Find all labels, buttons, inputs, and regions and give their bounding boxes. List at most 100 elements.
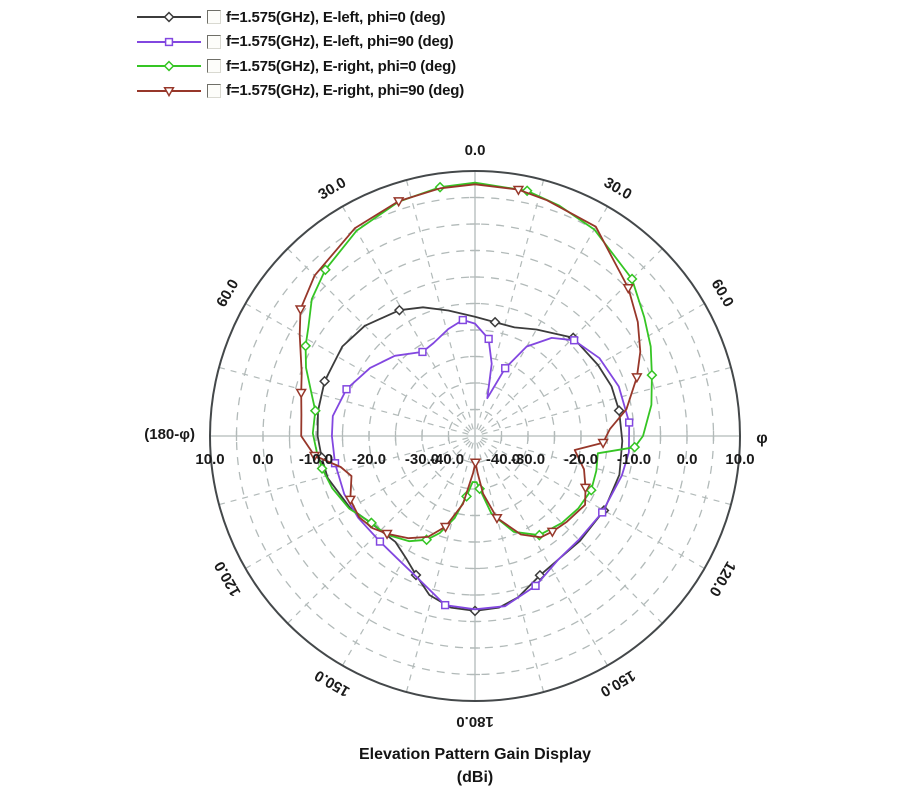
chart-subtitle: (dBi) <box>456 769 494 786</box>
grid-spoke <box>287 440 471 624</box>
180-minus-phi-axis-label: (180-φ) <box>144 426 195 443</box>
radial-tick-label: -20.0 <box>352 451 386 468</box>
triangle-down-marker-icon <box>439 522 452 533</box>
angle-label-180: 180.0 <box>456 713 494 730</box>
series-0 <box>316 304 625 617</box>
grid-spoke <box>405 179 474 430</box>
legend-label: f=1.575(GHz), E-left, phi=0 (deg) <box>226 8 446 26</box>
angle-label-150: 150.0 <box>597 667 638 700</box>
series-checkbox[interactable] <box>207 10 221 25</box>
diamond-marker-icon <box>533 529 545 541</box>
diamond-marker-icon <box>469 605 481 617</box>
triangle-down-marker-icon <box>294 305 307 316</box>
square-marker-icon <box>569 336 579 345</box>
legend-row: f=1.575(GHz), E-right, phi=90 (deg) <box>135 79 464 104</box>
triangle-down-marker-icon <box>631 373 643 384</box>
radial-tick-label: 0.0 <box>253 451 274 468</box>
diamond-marker-icon <box>393 304 405 316</box>
legend: f=1.575(GHz), E-left, phi=0 (deg) f=1.57… <box>135 5 464 103</box>
legend-label: f=1.575(GHz), E-right, phi=90 (deg) <box>226 82 465 100</box>
grid-spoke <box>480 302 705 434</box>
radial-tick-label: -30.0 <box>405 451 439 468</box>
triangle-down-marker-icon <box>622 284 634 295</box>
diamond-marker-icon <box>319 375 331 387</box>
grid-spoke <box>405 442 474 693</box>
chart-title: Elevation Pattern Gain Display <box>358 746 592 763</box>
legend-label: f=1.575(GHz), E-left, phi=90 (deg) <box>226 33 454 51</box>
angle-label-240: 120.0 <box>211 558 244 599</box>
radial-tick-label: 10.0 <box>195 451 224 468</box>
grid-spoke <box>245 302 470 434</box>
series-swatch-icon <box>137 11 201 23</box>
triangle-down-marker-icon <box>344 495 357 506</box>
angle-label-0: 0.0 <box>465 142 486 159</box>
triangle-down-marker-icon <box>381 529 393 540</box>
series-checkbox[interactable] <box>207 34 221 49</box>
series-swatch-icon <box>137 60 201 72</box>
radial-tick-label: -10.0 <box>299 451 333 468</box>
grid-spoke <box>341 206 473 431</box>
grid-spoke <box>481 437 732 506</box>
angle-label-30: 30.0 <box>601 174 635 203</box>
diamond-marker-icon <box>316 463 328 474</box>
series-1 <box>330 315 634 611</box>
triangle-down-marker-icon <box>308 451 321 462</box>
square-marker-icon <box>418 347 427 357</box>
diamond-marker-icon <box>585 484 597 496</box>
square-marker-icon <box>501 364 510 373</box>
radial-tick-label: -20.0 <box>564 451 598 468</box>
series-line <box>298 183 642 540</box>
grid-spoke <box>477 441 609 666</box>
square-marker-icon <box>375 537 385 546</box>
grid-spoke <box>477 206 609 431</box>
legend-row: f=1.575(GHz), E-left, phi=0 (deg) <box>135 5 464 30</box>
triangle-down-marker-icon <box>469 458 482 469</box>
square-marker-icon <box>625 418 634 427</box>
triangle-down-marker-icon <box>491 513 503 525</box>
diamond-marker-icon <box>613 405 625 417</box>
series-swatch-icon <box>137 37 201 46</box>
square-marker-icon <box>484 334 493 344</box>
radial-tick-label: -40.0 <box>430 451 464 468</box>
legend-label: f=1.575(GHz), E-right, phi=0 (deg) <box>226 57 456 75</box>
grid-spoke <box>341 441 473 666</box>
angle-label-60: 60.0 <box>708 276 737 310</box>
diamond-marker-icon <box>309 405 321 417</box>
square-marker-icon <box>458 315 467 325</box>
square-marker-icon <box>342 385 351 394</box>
diamond-marker-icon <box>646 369 658 381</box>
outer-circle <box>209 170 741 702</box>
triangle-down-marker-icon <box>512 185 525 196</box>
radial-tick-label: -40.0 <box>486 451 520 468</box>
series-line <box>331 319 631 611</box>
angle-label-300: 60.0 <box>213 276 242 310</box>
series-2 <box>300 181 658 546</box>
diamond-marker-icon <box>163 11 175 23</box>
diamond-marker-icon <box>434 181 446 193</box>
diamond-marker-icon <box>461 490 472 502</box>
series-checkbox[interactable] <box>207 83 221 98</box>
diamond-marker-icon <box>319 264 331 276</box>
triangle-down-marker-icon <box>295 388 307 399</box>
triangle-down-marker-icon <box>392 197 405 208</box>
grid-spoke <box>479 440 663 624</box>
square-marker-icon <box>164 37 174 46</box>
phi-axis-label: φ <box>756 430 767 447</box>
triangle-down-marker-icon <box>597 438 609 449</box>
legend-row: f=1.575(GHz), E-left, phi=90 (deg) <box>135 30 464 55</box>
series-3 <box>294 183 643 540</box>
radial-tick-label: -30.0 <box>511 451 545 468</box>
diamond-marker-icon <box>629 441 641 453</box>
angle-label-210: 150.0 <box>312 667 353 700</box>
series-checkbox[interactable] <box>207 59 221 74</box>
triangle-down-marker-icon <box>163 86 175 97</box>
angle-label-120: 120.0 <box>706 558 739 599</box>
radial-tick-label: 0.0 <box>677 451 698 468</box>
diamond-marker-icon <box>300 340 312 352</box>
series-swatch-icon <box>137 86 201 97</box>
legend-row: f=1.575(GHz), E-right, phi=0 (deg) <box>135 54 464 79</box>
diamond-marker-icon <box>489 316 501 328</box>
square-marker-icon <box>598 508 607 517</box>
angle-label-330: 30.0 <box>315 174 349 203</box>
